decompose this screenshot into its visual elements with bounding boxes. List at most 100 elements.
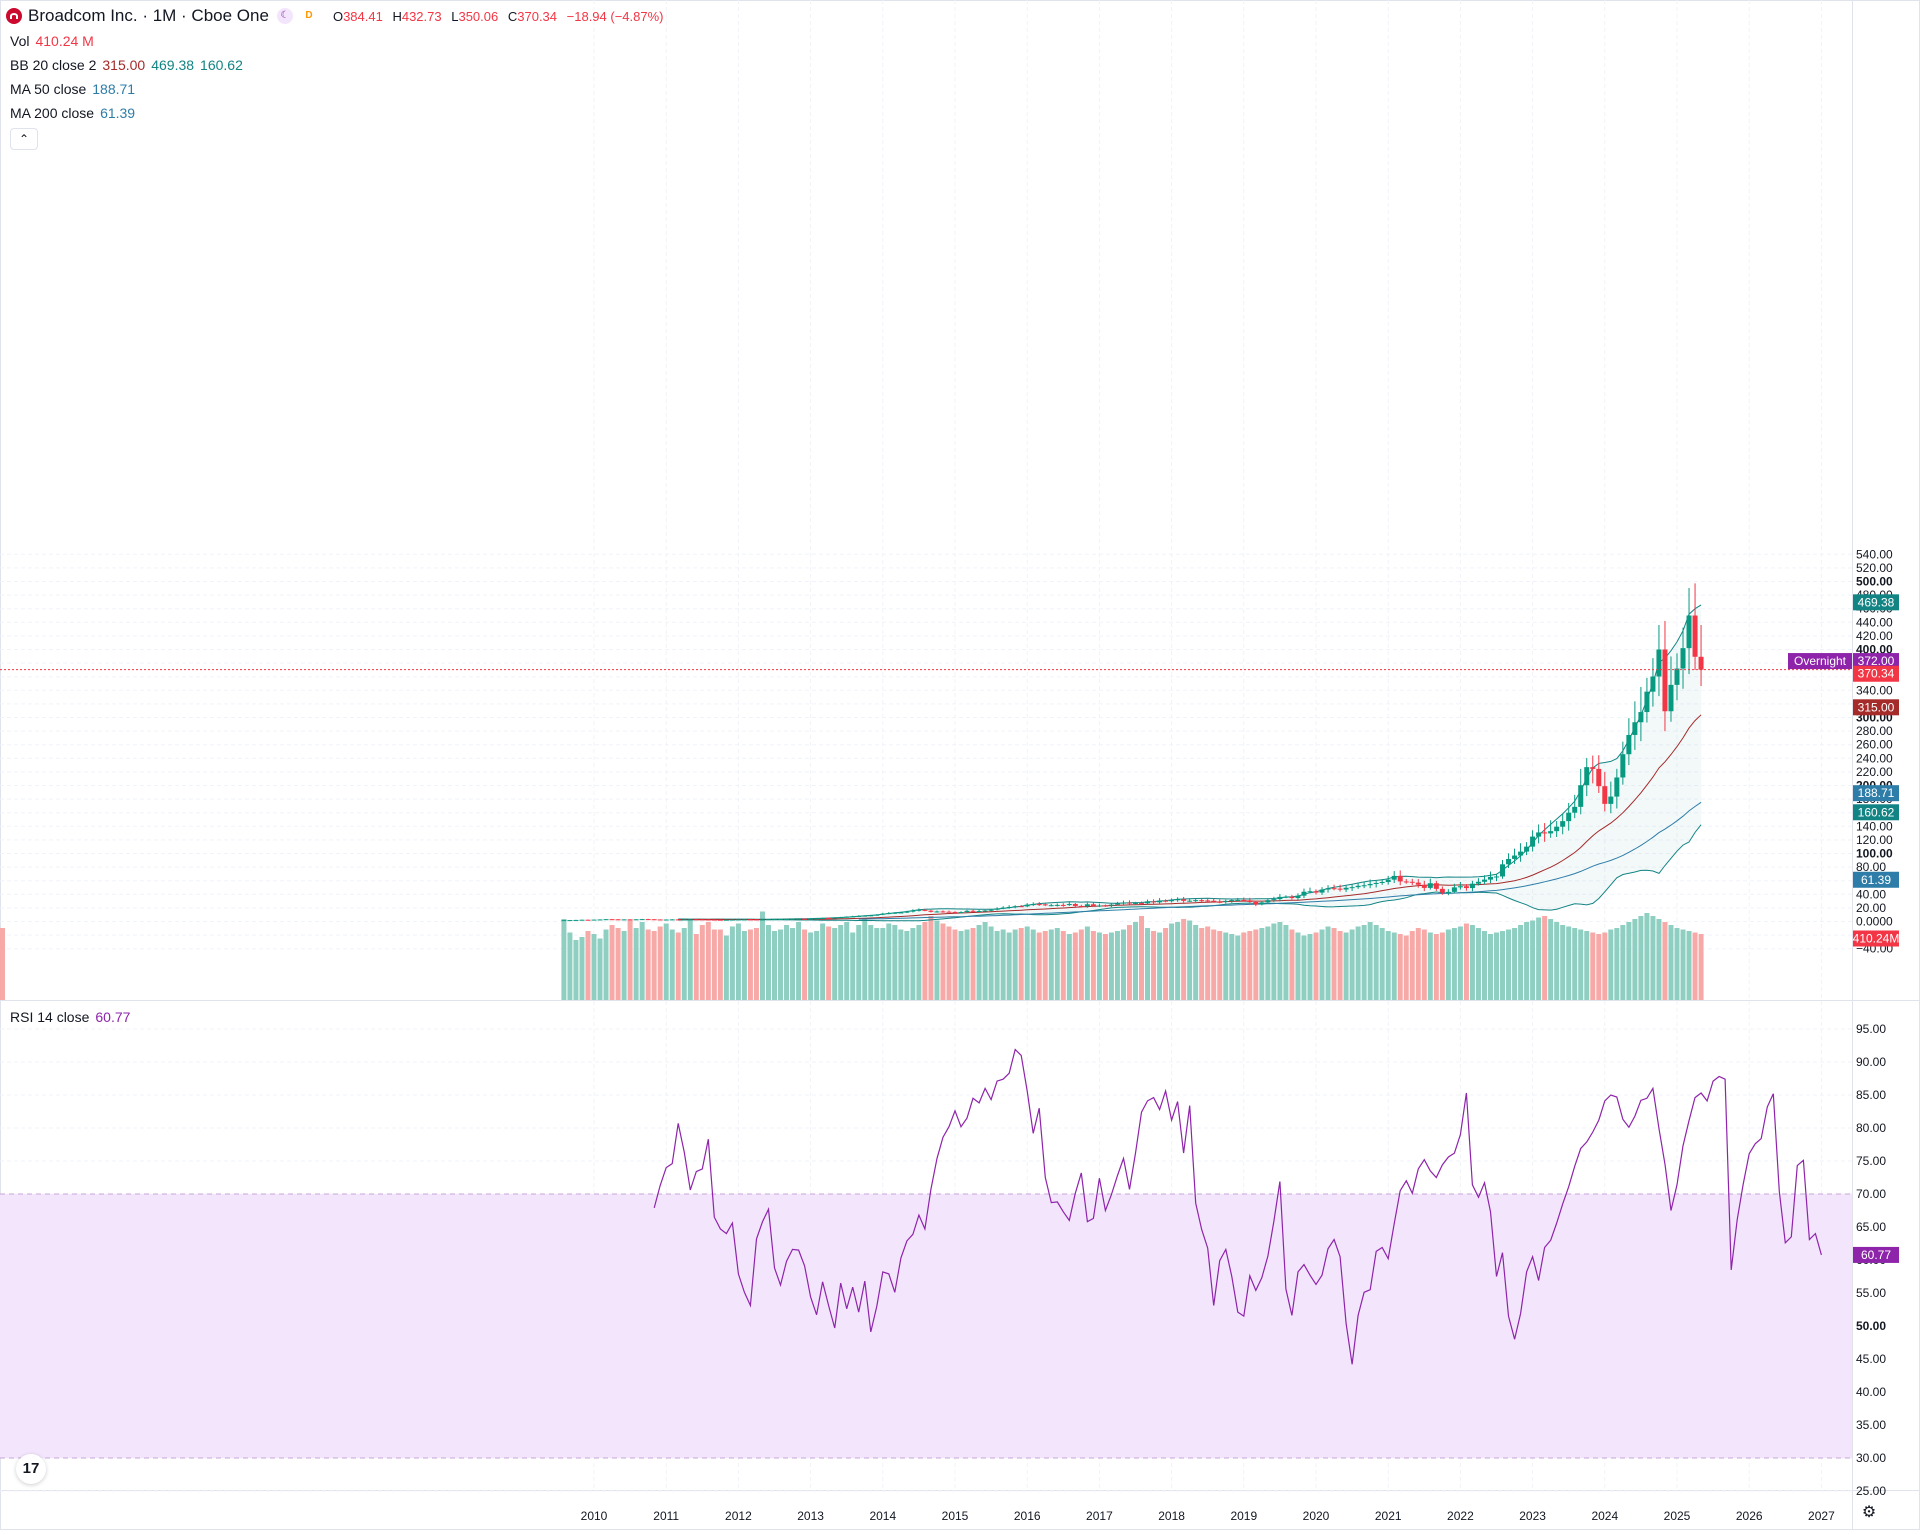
volume-bar [639, 922, 645, 1000]
candle-body [1433, 883, 1439, 889]
volume-bar [1343, 932, 1349, 1000]
volume-bar [651, 931, 657, 1000]
volume-bar [970, 928, 976, 1000]
ohlc-low-label: L [451, 8, 459, 24]
volume-bar [856, 925, 862, 1000]
candle-body [994, 908, 1000, 910]
candle-body [1145, 901, 1151, 904]
volume-bar [1259, 928, 1265, 1000]
candle-body [1632, 722, 1638, 735]
volume-bar [723, 935, 729, 1000]
volume-bar [1235, 935, 1241, 1000]
candle-body [1487, 876, 1493, 880]
volume-bar [1463, 923, 1469, 1000]
candle-body [1427, 883, 1433, 888]
candle-body [1469, 883, 1475, 889]
volume-bar [838, 925, 844, 1000]
collapse-legend-button[interactable]: ⌃ [10, 128, 38, 150]
bb-upper-price-tag: 469.38 [1858, 595, 1895, 609]
legend-ma50[interactable]: MA 50 close 188.71 [10, 80, 135, 98]
settings-gear-icon[interactable]: ⚙ [1861, 1504, 1877, 1521]
volume-bar [820, 923, 826, 1000]
legend-bb[interactable]: BB 20 close 2 315.00 469.38 160.62 [10, 56, 243, 74]
volume-bar [1096, 932, 1102, 1000]
moon-icon[interactable]: ☾ [276, 8, 293, 24]
volume-bar [892, 925, 898, 1000]
candle-body [1415, 882, 1421, 885]
delayed-badge[interactable]: D [305, 10, 313, 21]
time-tick-label: 2019 [1230, 1509, 1257, 1523]
candle-body [1457, 886, 1463, 888]
candle-body [1644, 691, 1650, 713]
volume-bar [1433, 934, 1439, 1000]
candle-body [759, 919, 765, 921]
volume-bar [1331, 928, 1337, 1000]
last-price-tag-bg [1853, 665, 1899, 682]
candle-body [1662, 649, 1668, 712]
volume-bar [1349, 929, 1355, 1000]
time-tick-label: 2015 [942, 1509, 969, 1523]
volume-bar [711, 929, 717, 1000]
volume-bar [1638, 916, 1644, 1000]
ohlc-open-label: O [332, 8, 344, 24]
candle-body [1373, 882, 1379, 884]
candle-body [1584, 767, 1590, 786]
volume-bar [1048, 929, 1054, 1000]
volume-bar [1265, 926, 1271, 1000]
candle-body [705, 919, 711, 921]
price-tick-label: 140.00 [1856, 819, 1893, 833]
candle-body [1614, 777, 1620, 797]
volume-bar [1145, 928, 1151, 1000]
volume-bar [1445, 929, 1451, 1000]
candle-body [1120, 902, 1126, 904]
candle-body [1229, 900, 1235, 902]
volume-bar [1680, 929, 1686, 1000]
candle-body [1265, 900, 1271, 903]
rsi-value-tag: 60.77 [1861, 1248, 1891, 1262]
candle-body [1668, 684, 1674, 712]
volume-bar [657, 926, 663, 1000]
legend-ma200[interactable]: MA 200 close 61.39 [10, 104, 135, 122]
volume-bar [862, 919, 868, 1000]
candle-body [898, 912, 904, 914]
candle-body [1151, 901, 1157, 903]
candle-body [585, 919, 591, 921]
rsi-tick-label: 85.00 [1856, 1088, 1886, 1102]
candle-body [1018, 906, 1024, 908]
candle-body [1078, 905, 1084, 907]
candle-body [1572, 806, 1578, 813]
volume-bar [868, 925, 874, 1000]
tradingview-logo-icon[interactable]: 17 [16, 1454, 46, 1484]
overnight-label-bg [1788, 653, 1852, 670]
volume-bar [1295, 932, 1301, 1000]
volume-bar [681, 928, 687, 1000]
legend-volume[interactable]: Vol 410.24 M [10, 32, 94, 50]
volume-bar [1060, 931, 1066, 1000]
volume-bar [1656, 919, 1662, 1000]
candle-body [838, 917, 844, 919]
symbol-title[interactable]: Broadcom Inc. · 1M · Cboe One [28, 6, 269, 25]
candle-body [1090, 904, 1096, 906]
rsi-tick-label: 95.00 [1856, 1022, 1886, 1036]
legend-rsi[interactable]: RSI 14 close 60.77 [10, 1008, 130, 1026]
ohlc-open-value: 384.41 [343, 8, 383, 24]
candle-body [675, 919, 681, 921]
volume-bar [1217, 931, 1223, 1000]
volume-bar [1566, 926, 1572, 1000]
time-tick-label: 2023 [1519, 1509, 1546, 1523]
volume-bar [1662, 922, 1668, 1000]
candle-body [958, 912, 964, 914]
price-tick-label: 260.00 [1856, 738, 1893, 752]
candle-body [723, 919, 729, 921]
candle-body [868, 915, 874, 917]
volume-bar [1644, 913, 1650, 1000]
candle-body [1548, 831, 1554, 834]
rsi-tick-label: 75.00 [1856, 1154, 1886, 1168]
candle-body [1301, 891, 1307, 896]
broadcom-logo-icon [6, 8, 22, 24]
volume-bar [1686, 931, 1692, 1000]
volume-bar [1439, 932, 1445, 1000]
volume-bar [1560, 925, 1566, 1000]
